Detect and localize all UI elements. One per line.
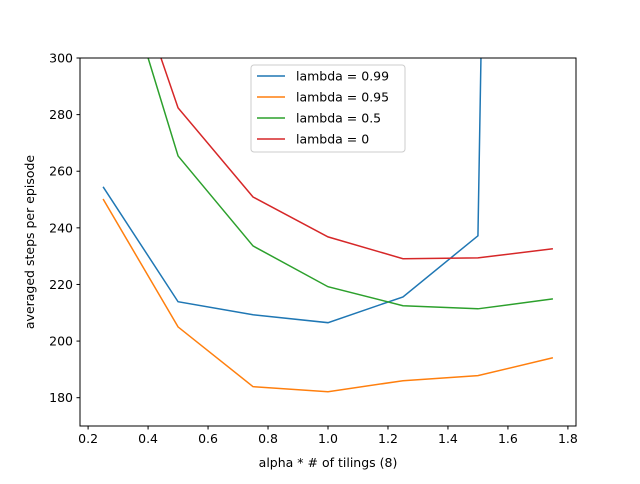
x-tick-label: 0.8 (258, 431, 278, 446)
y-tick-label: 280 (49, 107, 73, 122)
series-line-3 (160, 58, 553, 260)
legend: lambda = 0.99 lambda = 0.95 lambda = 0.5 la… (250, 64, 406, 153)
x-axis-label: alpha * # of tilings (8) (259, 455, 398, 470)
x-tick-label: 1.8 (558, 431, 578, 446)
legend-label: lambda = 0 (296, 132, 369, 147)
x-tick-label: 1.4 (438, 431, 458, 446)
x-tick-label: 1.6 (498, 431, 518, 446)
legend-label: lambda = 0.5 (296, 111, 381, 126)
x-tick-label: 1.0 (318, 431, 338, 446)
x-tick-label: 1.2 (378, 431, 398, 446)
y-tick-label: 200 (49, 334, 73, 349)
legend-label: lambda = 0.95 (296, 90, 389, 105)
y-tick-label: 260 (49, 164, 73, 179)
series-line-2 (147, 58, 554, 310)
y-axis-label: averaged steps per episode (22, 155, 37, 330)
series-line-1 (102, 198, 554, 393)
legend-box (250, 64, 406, 153)
y-tick-label: 300 (49, 51, 73, 66)
y-tick-label: 180 (49, 390, 73, 405)
series-line-0 (102, 58, 482, 324)
y-tick-label: 240 (49, 220, 73, 235)
x-tick-label: 0.4 (138, 431, 158, 446)
y-tick-label: 220 (49, 277, 73, 292)
x-tick-label: 0.2 (78, 431, 98, 446)
legend-label: lambda = 0.99 (296, 69, 389, 84)
x-tick-label: 0.6 (198, 431, 218, 446)
